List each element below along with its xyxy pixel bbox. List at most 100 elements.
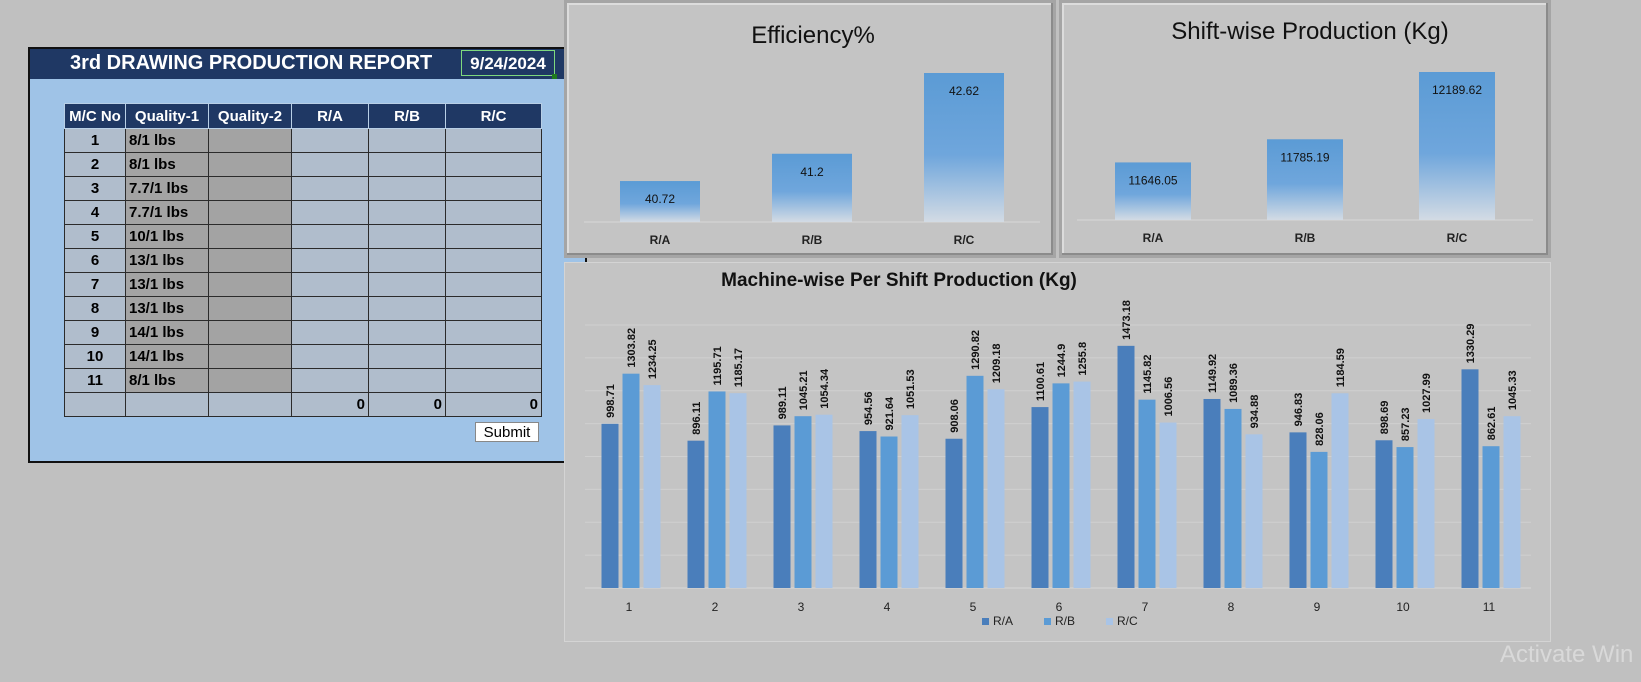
rb-input-cell[interactable] (368, 128, 446, 153)
quality-1-cell[interactable]: 14/1 lbs (125, 320, 209, 345)
ra-input-cell[interactable] (291, 320, 369, 345)
mc-no-cell[interactable]: 2 (64, 152, 126, 177)
mc-no-cell[interactable]: 10 (64, 344, 126, 369)
table-row: 5 10/1 lbs (64, 224, 542, 249)
table-row: 10 14/1 lbs (64, 344, 542, 369)
rb-input-cell[interactable] (368, 200, 446, 225)
mc-no-cell[interactable]: 4 (64, 200, 126, 225)
mc-no-cell[interactable]: 1 (64, 128, 126, 153)
efficiency-chart-panel[interactable]: Efficiency% 40.72 R/A 41.2 R/B 42.62 R/C (564, 0, 1056, 258)
rb-input-cell[interactable] (368, 368, 446, 393)
rc-input-cell[interactable] (445, 224, 542, 249)
data-label: 921.64 (884, 396, 896, 431)
rb-input-cell[interactable] (368, 152, 446, 177)
mc-no-cell[interactable]: 6 (64, 248, 126, 273)
rb-input-cell[interactable] (368, 272, 446, 297)
rb-input-cell[interactable] (368, 320, 446, 345)
ra-input-cell[interactable] (291, 296, 369, 321)
ra-input-cell[interactable] (291, 224, 369, 249)
totals-blank-cell[interactable] (125, 392, 209, 417)
quality-2-cell[interactable] (208, 200, 292, 225)
quality-1-cell[interactable]: 13/1 lbs (125, 296, 209, 321)
quality-2-cell[interactable] (208, 224, 292, 249)
rc-input-cell[interactable] (445, 200, 542, 225)
total-rc-cell[interactable]: 0 (445, 392, 542, 417)
mc-no-cell[interactable]: 8 (64, 296, 126, 321)
quality-2-cell[interactable] (208, 344, 292, 369)
rc-input-cell[interactable] (445, 152, 542, 177)
rc-input-cell[interactable] (445, 176, 542, 201)
quality-1-cell[interactable]: 8/1 lbs (125, 152, 209, 177)
quality-2-cell[interactable] (208, 176, 292, 201)
rb-input-cell[interactable] (368, 248, 446, 273)
cell-fill-handle[interactable] (552, 74, 557, 79)
mc-no-cell[interactable]: 9 (64, 320, 126, 345)
machine-production-chart-panel[interactable]: Machine-wise Per Shift Production (Kg) 99… (564, 262, 1551, 642)
quality-2-cell[interactable] (208, 128, 292, 153)
quality-1-cell[interactable]: 7.7/1 lbs (125, 176, 209, 201)
total-ra-cell[interactable]: 0 (291, 392, 369, 417)
ra-input-cell[interactable] (291, 128, 369, 153)
rc-input-cell[interactable] (445, 344, 542, 369)
bar-rb (794, 416, 812, 588)
rc-input-cell[interactable] (445, 296, 542, 321)
column-header-mc-no: M/C No (64, 103, 126, 129)
legend-swatch-ra (982, 618, 989, 625)
quality-2-cell[interactable] (208, 272, 292, 297)
rb-input-cell[interactable] (368, 176, 446, 201)
quality-1-cell[interactable]: 13/1 lbs (125, 272, 209, 297)
quality-2-cell[interactable] (208, 152, 292, 177)
ra-input-cell[interactable] (291, 176, 369, 201)
quality-1-cell[interactable]: 10/1 lbs (125, 224, 209, 249)
quality-1-cell[interactable]: 7.7/1 lbs (125, 200, 209, 225)
chart-title: Machine-wise Per Shift Production (Kg) (721, 270, 1077, 291)
x-tick-label: R/A (650, 233, 671, 247)
data-label: 1209.18 (991, 343, 1003, 383)
submit-button[interactable]: Submit (475, 422, 539, 442)
rb-input-cell[interactable] (368, 296, 446, 321)
totals-blank-cell[interactable] (208, 392, 292, 417)
rc-input-cell[interactable] (445, 248, 542, 273)
x-tick-label: R/C (1447, 231, 1468, 245)
rb-input-cell[interactable] (368, 344, 446, 369)
data-label: 1185.17 (733, 348, 745, 387)
mc-no-cell[interactable]: 11 (64, 368, 126, 393)
rc-input-cell[interactable] (445, 272, 542, 297)
rc-input-cell[interactable] (445, 320, 542, 345)
x-tick-label: 11 (1483, 600, 1496, 614)
ra-input-cell[interactable] (291, 368, 369, 393)
production-report-form: 3rd DRAWING PRODUCTION REPORT 9/24/2024 … (28, 47, 587, 463)
quality-2-cell[interactable] (208, 368, 292, 393)
report-date-cell[interactable]: 9/24/2024 (461, 50, 555, 76)
x-tick-label: R/B (1295, 231, 1316, 245)
mc-no-cell[interactable]: 7 (64, 272, 126, 297)
total-rb-cell[interactable]: 0 (368, 392, 446, 417)
mc-no-cell[interactable]: 5 (64, 224, 126, 249)
ra-input-cell[interactable] (291, 152, 369, 177)
rb-input-cell[interactable] (368, 224, 446, 249)
bar-rb (1267, 139, 1343, 220)
quality-1-cell[interactable]: 14/1 lbs (125, 344, 209, 369)
bar-rc (901, 415, 919, 588)
ra-input-cell[interactable] (291, 200, 369, 225)
mc-no-cell[interactable]: 3 (64, 176, 126, 201)
quality-1-cell[interactable]: 8/1 lbs (125, 368, 209, 393)
quality-1-cell[interactable]: 13/1 lbs (125, 248, 209, 273)
ra-input-cell[interactable] (291, 344, 369, 369)
quality-1-cell[interactable]: 8/1 lbs (125, 128, 209, 153)
ra-input-cell[interactable] (291, 248, 369, 273)
data-label: 1195.71 (712, 346, 724, 385)
data-label: 998.71 (605, 384, 617, 418)
shift-production-chart-panel[interactable]: Shift-wise Production (Kg) 11646.05 R/A 117… (1059, 0, 1551, 258)
quality-2-cell[interactable] (208, 296, 292, 321)
data-label: 989.11 (777, 386, 789, 419)
bar-rb (772, 153, 852, 222)
totals-blank-cell[interactable] (64, 392, 126, 417)
quality-2-cell[interactable] (208, 320, 292, 345)
rc-input-cell[interactable] (445, 368, 542, 393)
quality-2-cell[interactable] (208, 248, 292, 273)
rc-input-cell[interactable] (445, 128, 542, 153)
ra-input-cell[interactable] (291, 272, 369, 297)
x-tick-label: 1 (626, 600, 633, 614)
bar-ra (1115, 162, 1191, 220)
